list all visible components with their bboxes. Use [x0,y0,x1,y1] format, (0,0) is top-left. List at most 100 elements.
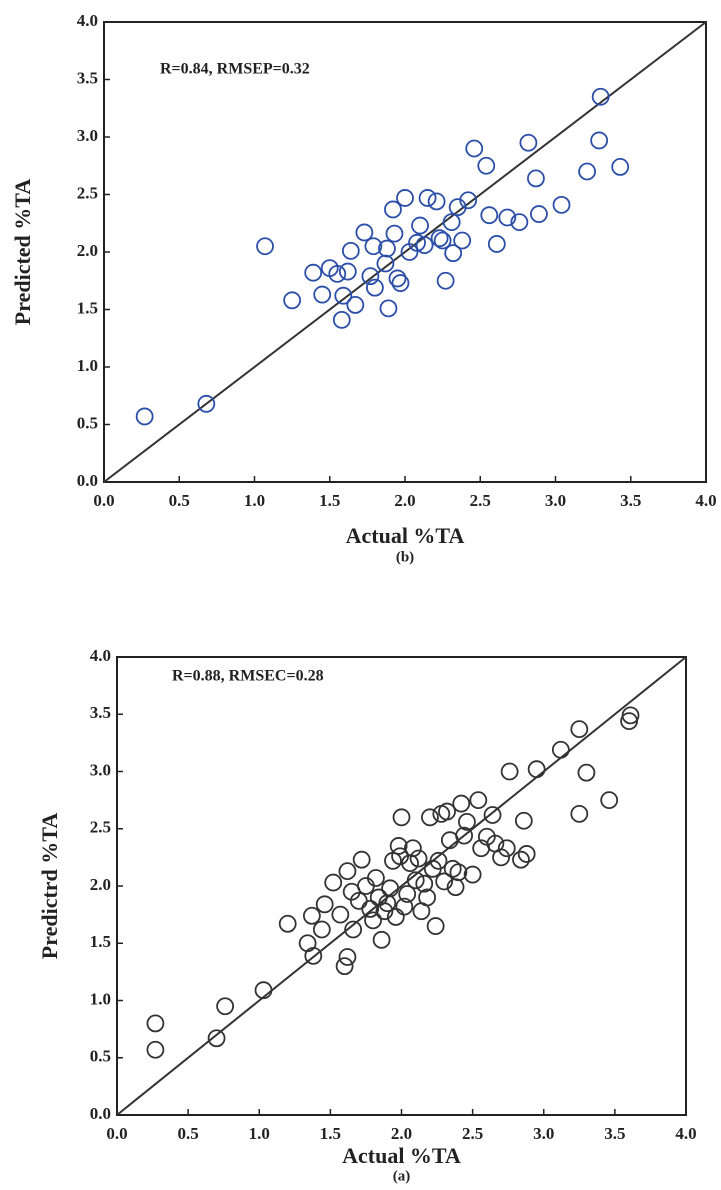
point [529,761,545,777]
point [623,707,639,723]
point [339,863,355,879]
point [528,170,544,186]
point [478,158,494,174]
point [304,908,320,924]
y-tick-label: 1.5 [77,298,98,317]
point [300,935,316,951]
y-tick-label: 2.0 [77,241,98,260]
caption: (b) [396,549,414,565]
x-tick-label: 2.0 [394,491,415,510]
y-tick-label: 3.5 [77,68,98,87]
y-tick-label: 3.0 [90,760,111,779]
annotation: R=0.88, RMSEC=0.28 [172,668,324,685]
point [358,878,374,894]
point [397,190,413,206]
point [531,206,547,222]
point [450,864,466,880]
point [314,287,330,303]
point [374,932,390,948]
point [412,218,428,234]
x-tick-label: 3.0 [545,491,566,510]
x-tick-label: 2.5 [462,1124,483,1143]
point [438,273,454,289]
x-tick-label: 3.5 [604,1124,625,1143]
point [489,236,505,252]
x-tick-label: 1.5 [319,491,340,510]
y-tick-label: 2.0 [90,875,111,894]
point [137,408,153,424]
x-tick-label: 4.0 [695,491,716,510]
point [465,867,481,883]
x-tick-label: 0.0 [106,1124,127,1143]
point [453,796,469,812]
x-axis-label: Actual %TA [342,1143,461,1168]
point [520,135,536,151]
point [392,275,408,291]
point [439,804,455,820]
point [325,875,341,891]
x-tick-label: 4.0 [675,1124,696,1143]
point [578,765,594,781]
point [394,809,410,825]
point [553,742,569,758]
point [591,132,607,148]
point [454,233,470,249]
point [516,813,532,829]
point [147,1015,163,1031]
caption: (a) [393,1168,411,1184]
y-tick-label: 3.5 [90,703,111,722]
point [554,197,570,213]
y-tick-label: 1.0 [90,989,111,1008]
identity-line [117,657,686,1115]
point [466,141,482,157]
point [339,949,355,965]
point [621,713,637,729]
y-tick-label: 2.5 [90,818,111,837]
point [502,764,518,780]
y-tick-label: 3.0 [77,126,98,145]
y-axis-label: Predictrd %TA [37,813,62,960]
point [601,792,617,808]
point [334,312,350,328]
y-tick-label: 4.0 [90,646,111,665]
x-tick-label: 3.0 [533,1124,554,1143]
y-axis-label: Predicted %TA [10,179,35,326]
point [147,1042,163,1058]
point [429,193,445,209]
point [340,264,356,280]
x-tick-label: 1.0 [249,1124,270,1143]
identity-line [104,22,706,482]
y-tick-label: 0.0 [77,471,98,490]
x-tick-label: 0.5 [169,491,190,510]
point [571,721,587,737]
figure: 0.00.51.01.52.02.53.03.54.00.00.51.01.52… [0,0,721,1185]
point [368,870,384,886]
point [354,852,370,868]
point [280,916,296,932]
x-tick-label: 2.0 [391,1124,412,1143]
point [257,238,273,254]
y-tick-label: 2.5 [77,183,98,202]
point [579,164,595,180]
x-tick-label: 2.5 [470,491,491,510]
point [386,226,402,242]
x-tick-label: 3.5 [620,491,641,510]
point [217,998,233,1014]
point [612,159,628,175]
point [422,809,438,825]
annotation: R=0.84, RMSEP=0.32 [160,61,310,78]
x-tick-label: 1.5 [320,1124,341,1143]
point [380,300,396,316]
point [332,907,348,923]
point [305,265,321,281]
y-tick-label: 1.0 [77,356,98,375]
x-axis-label: Actual %TA [346,523,465,548]
x-tick-label: 0.0 [93,491,114,510]
y-tick-label: 0.0 [90,1104,111,1123]
point [493,849,509,865]
x-tick-label: 1.0 [244,491,265,510]
y-tick-label: 1.5 [90,932,111,951]
point [337,958,353,974]
point [362,901,378,917]
point [317,896,333,912]
